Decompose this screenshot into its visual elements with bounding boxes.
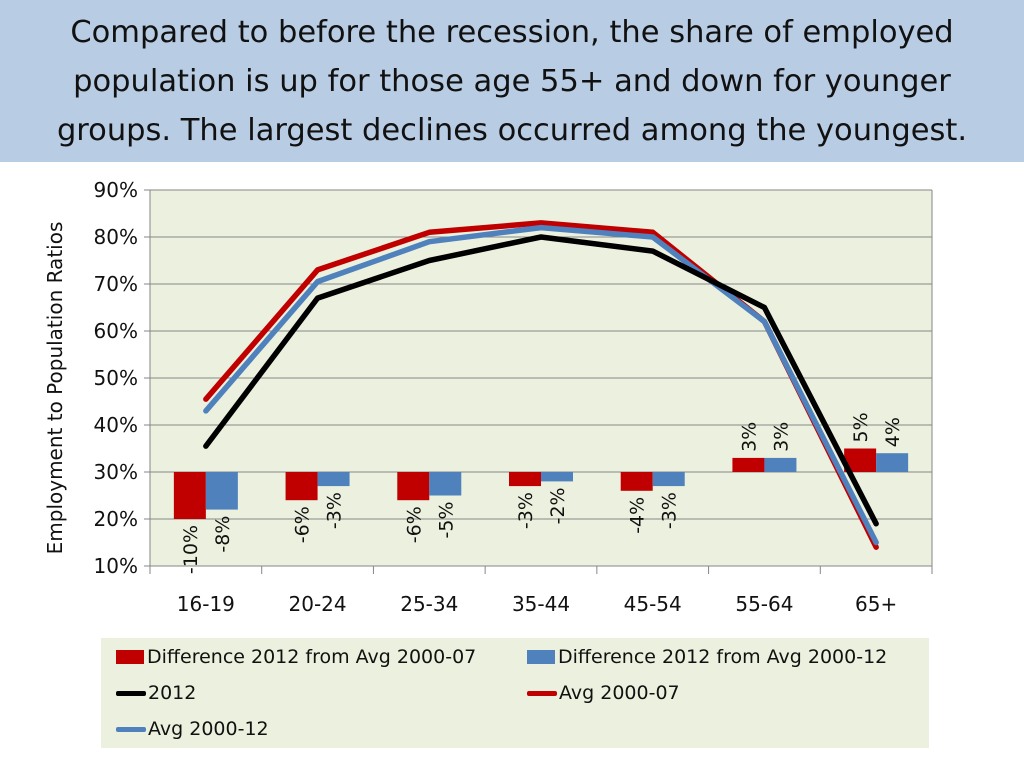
line-series-avg-2000-12 — [203, 224, 879, 546]
bar-diff-2000-07-55-64 — [732, 457, 765, 472]
series-lines — [203, 220, 879, 550]
legend-line-swatch — [116, 690, 146, 696]
bar-diff-2000-12-55-64 — [764, 457, 797, 472]
bar-data-label: -2% — [547, 487, 569, 524]
y-tick-label: 80% — [94, 225, 138, 249]
bar-diff-2000-07-65+ — [844, 448, 877, 472]
y-tick-label: 50% — [94, 366, 138, 390]
legend-item: Avg 2000-07 — [527, 682, 680, 704]
legend-label: Avg 2000-12 — [148, 718, 269, 740]
y-tick-label: 90% — [94, 178, 138, 202]
legend-item: 2012 — [116, 682, 196, 704]
legend-label: Avg 2000-07 — [559, 682, 680, 704]
bar-data-label: -3% — [659, 492, 681, 529]
bar-data-label: 4% — [882, 417, 904, 447]
bar-diff-2000-12-35-44 — [541, 472, 573, 482]
bar-diff-2000-12-45-54 — [652, 472, 685, 487]
bar-diff-2000-12-16-19 — [205, 472, 238, 510]
chart-title: Compared to before the recession, the sh… — [56, 14, 968, 148]
bar-data-label: -6% — [292, 506, 314, 543]
bar-data-label: -4% — [627, 497, 649, 534]
bar-data-label: 3% — [738, 422, 760, 452]
y-tick-labels: 90% 80% 70% 60% 50% 40% 30% 20% 10% — [94, 178, 138, 578]
bar-data-labels: -10% -6% -6% -3% -4% 3% 5% -8% -3% -5% -2% -3% 3% 4% — [180, 412, 904, 574]
bar-data-label: 5% — [850, 412, 872, 442]
y-tick-label: 60% — [94, 319, 138, 343]
bar-diff-2000-07-25-34 — [397, 472, 430, 501]
difference-bars — [173, 448, 909, 519]
legend: Difference 2012 from Avg 2000-07 Differen… — [101, 638, 929, 748]
x-tick-labels: 16-19 20-24 25-34 35-44 45-54 55-64 65+ — [177, 592, 897, 616]
y-axis-label: Employment to Population Ratios — [43, 222, 67, 555]
bar-data-label: -6% — [403, 506, 425, 543]
y-tick-label: 10% — [94, 554, 138, 578]
bar-data-label: -8% — [212, 516, 234, 553]
bar-diff-2000-12-20-24 — [317, 472, 350, 487]
y-tick-label: 40% — [94, 413, 138, 437]
bar-diff-2000-07-16-19 — [173, 472, 206, 519]
x-tick-label: 25-34 — [400, 592, 458, 616]
legend-label: Difference 2012 from Avg 2000-12 — [558, 646, 888, 668]
bar-diff-2000-07-35-44 — [509, 472, 541, 487]
bar-data-label: -3% — [324, 492, 346, 529]
bar-diff-2000-07-45-54 — [620, 472, 653, 491]
legend-line-swatch — [527, 690, 557, 696]
legend-item: Difference 2012 from Avg 2000-07 — [116, 646, 476, 668]
x-tick-label: 35-44 — [512, 592, 570, 616]
bar-data-label: -10% — [180, 525, 202, 574]
legend-item: Difference 2012 from Avg 2000-12 — [527, 646, 887, 668]
x-tick-label: 16-19 — [177, 592, 235, 616]
bar-data-label: -3% — [515, 492, 537, 529]
legend-label: Difference 2012 from Avg 2000-07 — [147, 646, 477, 668]
y-tick-label: 20% — [94, 507, 138, 531]
x-tick-label: 20-24 — [289, 592, 347, 616]
bar-data-label: -5% — [435, 502, 457, 539]
bar-diff-2000-07-20-24 — [285, 472, 318, 501]
legend-label: 2012 — [148, 682, 197, 704]
y-tick-label: 30% — [94, 460, 138, 484]
legend-item: Avg 2000-12 — [116, 718, 269, 740]
x-tick-label: 45-54 — [624, 592, 682, 616]
bar-data-label: 3% — [770, 422, 792, 452]
y-tick-label: 70% — [94, 272, 138, 296]
bar-diff-2000-12-25-34 — [429, 472, 462, 496]
title-band: Compared to before the recession, the sh… — [0, 0, 1024, 162]
legend-swatch — [116, 650, 144, 664]
x-tick-label: 55-64 — [735, 592, 793, 616]
legend-swatch — [527, 650, 555, 664]
line-series-2012 — [203, 234, 879, 527]
legend-line-swatch — [116, 726, 146, 732]
chart: 90% 80% 70% 60% 50% 40% 30% 20% 10% 16-19 20-24 25… — [43, 178, 933, 616]
x-tick-label: 65+ — [855, 592, 897, 616]
bar-diff-2000-12-65+ — [876, 453, 909, 472]
